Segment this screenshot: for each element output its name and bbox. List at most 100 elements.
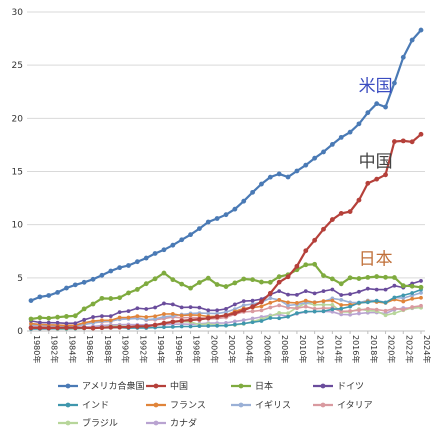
data-point <box>29 321 33 326</box>
data-point <box>134 259 140 265</box>
data-point <box>250 309 255 314</box>
data-point <box>152 322 158 328</box>
x-tick-label: 2014年 <box>333 335 343 363</box>
data-point <box>383 104 388 110</box>
data-point <box>374 101 380 107</box>
data-point <box>339 303 344 307</box>
data-point <box>250 277 255 283</box>
data-point <box>179 237 185 243</box>
y-tick-label: 30 <box>12 8 24 18</box>
data-point <box>312 291 317 296</box>
data-point <box>418 284 424 290</box>
data-point <box>330 287 335 292</box>
data-point <box>374 176 380 182</box>
legend-swatch-marker <box>153 420 159 426</box>
data-point <box>241 276 247 282</box>
data-point <box>401 293 406 298</box>
data-point <box>179 313 184 318</box>
series-2 <box>28 261 424 322</box>
data-point <box>162 314 166 319</box>
data-point <box>295 292 299 297</box>
data-point <box>312 237 318 243</box>
data-point <box>188 305 193 310</box>
data-point <box>37 325 43 331</box>
data-point <box>100 314 104 319</box>
y-axis: 0 5 10 15 20 25 30 <box>12 8 24 337</box>
data-point <box>99 325 105 331</box>
data-point <box>135 306 140 311</box>
data-point <box>170 302 175 307</box>
data-point <box>392 139 397 144</box>
data-point <box>321 226 326 232</box>
data-point <box>100 318 104 323</box>
x-tick-label: 2012年 <box>316 335 326 363</box>
data-point <box>285 274 291 280</box>
data-point <box>152 251 158 256</box>
data-point <box>357 289 361 294</box>
x-axis: 1980年 1982年 1984年 1986年 1988年 1990年 1992年 1994年… <box>27 330 432 363</box>
data-point <box>215 308 220 313</box>
data-point <box>161 270 167 276</box>
legend-item: カナダ <box>146 417 197 429</box>
x-tick-label: 2008年 <box>280 335 290 363</box>
data-point <box>46 315 52 321</box>
data-point <box>46 293 52 298</box>
data-point <box>205 275 211 281</box>
data-point <box>365 275 371 280</box>
x-tick-label: 1982年 <box>50 335 60 363</box>
data-point <box>126 290 131 296</box>
data-point <box>55 290 60 295</box>
legend-swatch-marker <box>153 402 159 408</box>
legend-label: 中国 <box>170 380 188 392</box>
legend-item: ドイツ <box>313 382 364 392</box>
data-point <box>418 27 424 33</box>
data-point <box>347 129 353 135</box>
legend-label: イタリア <box>337 400 373 411</box>
data-point <box>295 306 299 311</box>
data-point <box>188 232 193 238</box>
x-tick-label: 1994年 <box>156 335 166 363</box>
x-tick-label: 2010年 <box>298 335 308 363</box>
data-point <box>356 197 362 203</box>
data-point <box>401 296 406 301</box>
data-point <box>223 312 229 318</box>
data-point <box>277 303 282 308</box>
callout-label: 中国 <box>359 152 393 172</box>
data-point <box>348 304 352 309</box>
data-point <box>410 296 415 301</box>
data-point <box>153 314 157 319</box>
data-point <box>348 292 352 297</box>
legend-item: インド <box>58 401 109 411</box>
data-point <box>339 297 344 302</box>
data-point <box>37 294 43 300</box>
data-point <box>259 319 264 323</box>
data-point <box>64 314 69 319</box>
data-point <box>90 325 96 331</box>
data-point <box>286 292 290 297</box>
data-point <box>410 291 415 295</box>
data-point <box>99 272 105 278</box>
data-point <box>250 320 255 325</box>
data-point <box>357 311 361 316</box>
data-point <box>134 324 140 329</box>
data-point <box>241 318 246 323</box>
data-point <box>232 310 238 316</box>
data-point <box>205 315 211 321</box>
x-tick-label: 1986年 <box>85 335 95 363</box>
plot-series <box>28 27 424 331</box>
data-point <box>241 321 246 326</box>
data-point <box>410 305 415 309</box>
data-point <box>286 314 290 319</box>
data-point <box>55 320 60 325</box>
data-point <box>206 324 211 328</box>
legend-item: イタリア <box>313 400 373 411</box>
data-point <box>28 325 34 331</box>
data-point <box>117 265 123 271</box>
data-point <box>330 298 335 303</box>
data-point <box>135 314 140 319</box>
data-point <box>205 219 211 225</box>
data-point <box>267 290 273 296</box>
data-point <box>303 304 308 309</box>
data-point <box>206 308 211 313</box>
